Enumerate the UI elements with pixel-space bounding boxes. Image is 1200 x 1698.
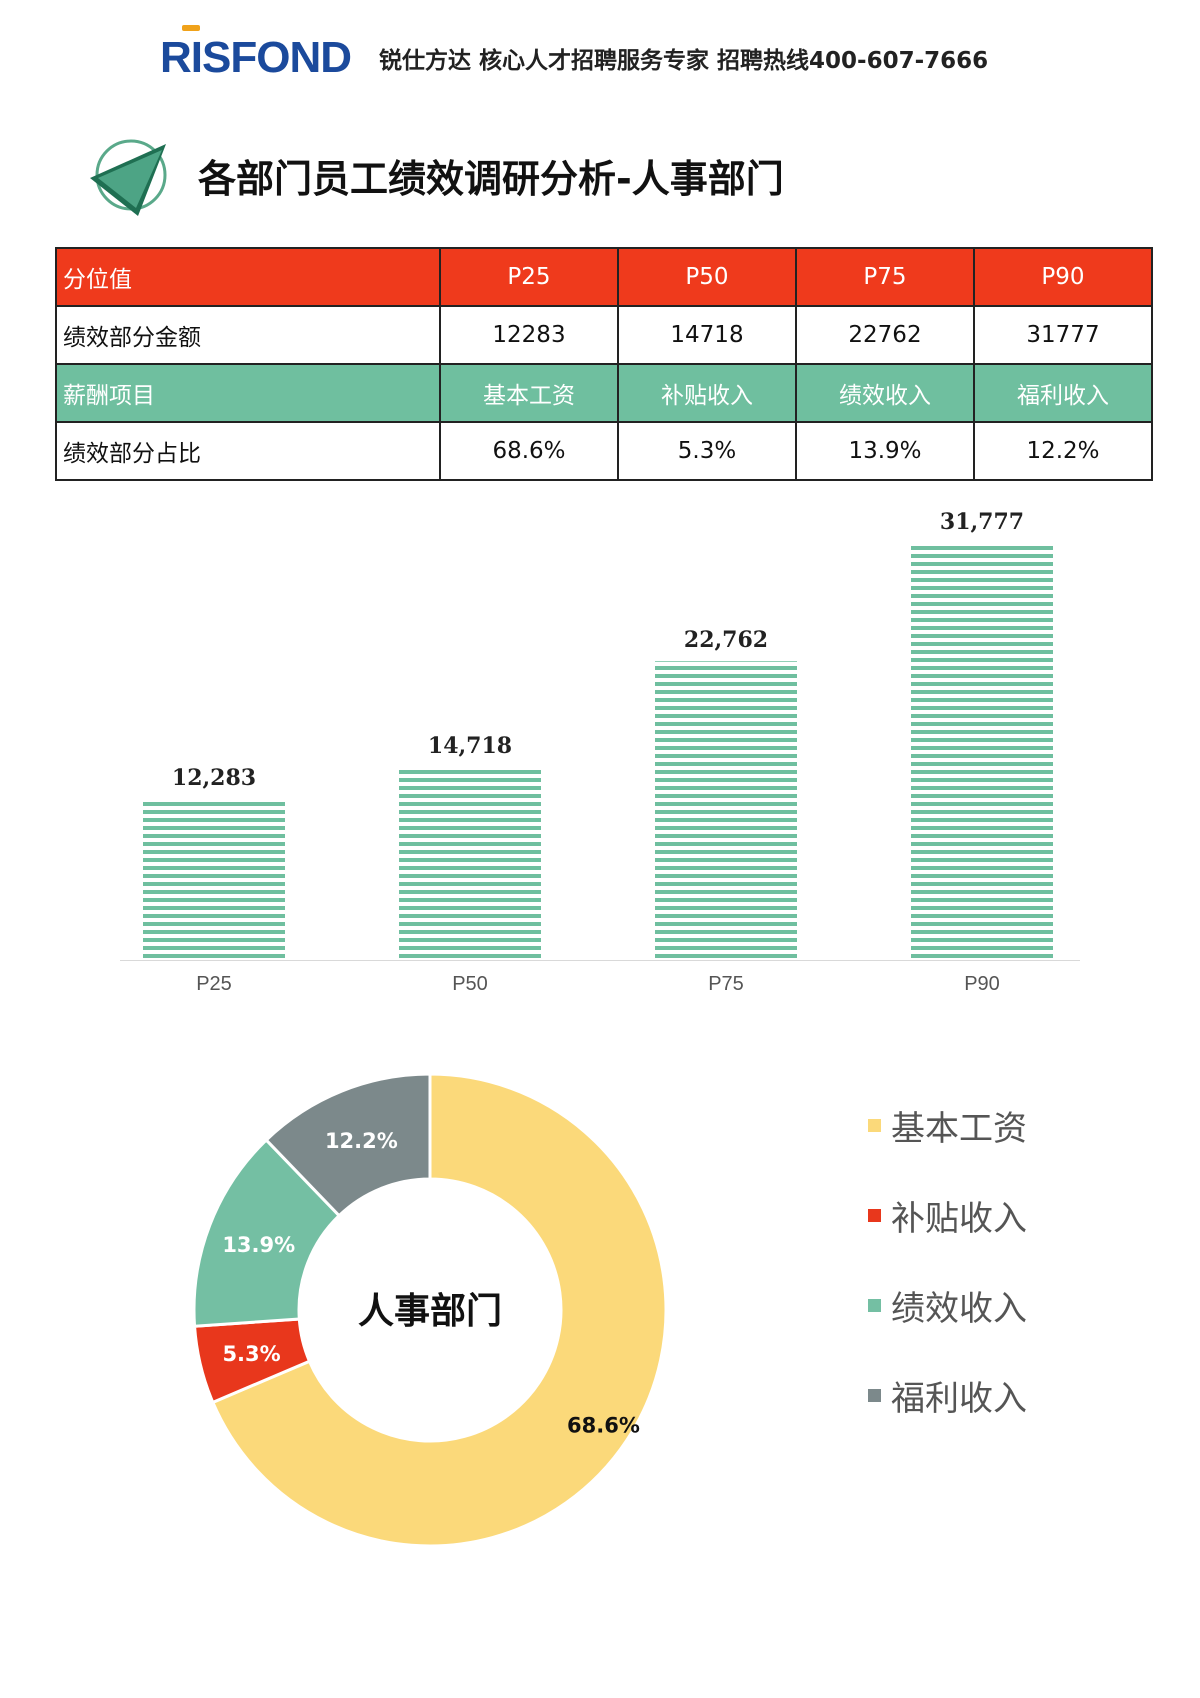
table-cell: 13.9% [795,421,975,481]
table-cell: 31777 [973,305,1153,365]
legend-label: 福利收入 [891,1378,1027,1419]
bar-value-label: 14,718 [428,733,512,759]
legend-swatch [868,1388,881,1402]
x-tick-label: P25 [196,973,232,995]
header-slogan: 锐仕方达 核心人才招聘服务专家 招聘热线400-607-7666 [379,48,989,74]
bar-p25 [143,798,285,960]
table-row: 绩效部分占比 68.6% 5.3% 13.9% 12.2% [55,421,1153,481]
legend-item: 福利收入 [868,1350,1027,1440]
bar-value-label: 31,777 [940,509,1024,535]
table-cell: 补贴收入 [617,363,797,423]
donut-slice [210,1072,668,1548]
legend-item: 绩效收入 [868,1260,1027,1350]
row-label: 绩效部分占比 [55,421,441,481]
legend-label: 补贴收入 [891,1198,1027,1239]
table-cell: 12283 [439,305,619,365]
x-tick-label: P50 [452,973,488,995]
bar-chart: 12,283 P25 14,718 P50 22,762 P75 31,777 P90 [120,509,1080,995]
triangle-icon [90,139,167,216]
table-row: 薪酬项目 基本工资 补贴收入 绩效收入 福利收入 [55,363,1153,423]
table-row: 分位值 P25 P50 P75 P90 [55,247,1153,307]
bar-value-label: 12,283 [172,765,256,791]
x-tick-label: P75 [708,973,744,995]
table-cell: 绩效收入 [795,363,975,423]
header: RISFOND 锐仕方达 核心人才招聘服务专家 招聘热线400-607-7666 [160,25,1060,86]
bar-value-label: 22,762 [684,627,768,653]
risfond-logo: RISFOND [160,25,352,83]
legend-item: 补贴收入 [868,1170,1027,1260]
x-tick-label: P90 [964,973,1000,995]
table-cell: P50 [617,247,797,307]
salary-table: 分位值 P25 P50 P75 P90 绩效部分金额 12283 14718 22762 3177… [55,247,1153,481]
table-cell: 基本工资 [439,363,619,423]
table-cell: 68.6% [439,421,619,481]
logo-accent [182,25,200,31]
legend-swatch [868,1118,881,1132]
slice-value-label: 13.9% [222,1233,295,1257]
bar-p75 [655,661,797,960]
page-title: 各部门员工绩效调研分析-人事部门 [198,156,784,201]
row-label: 分位值 [55,247,441,307]
slice-value-label: 68.6% [567,1414,640,1438]
table-cell: 14718 [617,305,797,365]
donut-slice [192,1137,342,1328]
table-cell: 22762 [795,305,975,365]
row-label: 薪酬项目 [55,363,441,423]
donut-chart: 68.6% 5.3% 13.9% 12.2% 人事部门 [192,1072,668,1548]
legend-item: 基本工资 [868,1080,1027,1170]
table-cell: 12.2% [973,421,1153,481]
donut-center-label: 人事部门 [358,1291,502,1332]
bar-p90 [911,542,1053,960]
row-label: 绩效部分金额 [55,305,441,365]
donut-legend: 基本工资补贴收入绩效收入福利收入 [868,1080,1027,1440]
donut-slice [264,1072,432,1218]
slice-value-label: 12.2% [325,1129,398,1153]
title-row: 各部门员工绩效调研分析-人事部门 [86,130,784,220]
legend-swatch [868,1298,881,1312]
table-cell: P75 [795,247,975,307]
bar-p50 [399,766,541,960]
legend-label: 基本工资 [891,1108,1027,1149]
slice-value-label: 5.3% [222,1342,280,1366]
logo-text: RISFOND [160,33,352,82]
legend-swatch [868,1208,881,1222]
table-cell: P25 [439,247,619,307]
table-cell: 福利收入 [973,363,1153,423]
table-cell: P90 [973,247,1153,307]
table-row: 绩效部分金额 12283 14718 22762 31777 [55,305,1153,365]
table-cell: 5.3% [617,421,797,481]
legend-label: 绩效收入 [891,1288,1027,1329]
